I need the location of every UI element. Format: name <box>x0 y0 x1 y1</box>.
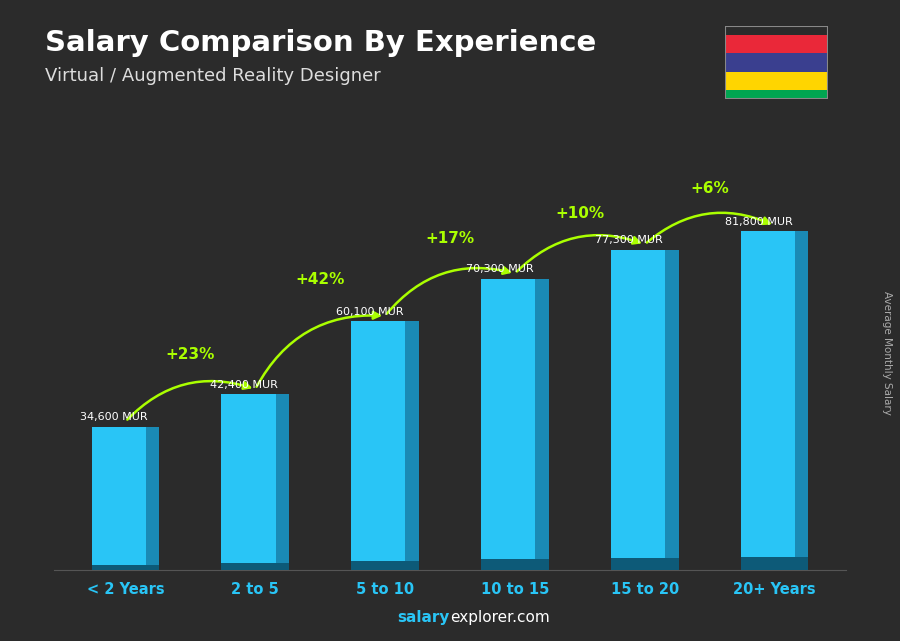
Text: Average Monthly Salary: Average Monthly Salary <box>881 290 892 415</box>
Bar <box>724 90 828 108</box>
Text: 81,800 MUR: 81,800 MUR <box>725 217 793 226</box>
Bar <box>92 427 159 570</box>
Bar <box>351 560 418 570</box>
Bar <box>275 394 289 570</box>
Bar <box>221 563 289 570</box>
Text: salary: salary <box>398 610 450 625</box>
Bar <box>611 249 679 570</box>
Text: +42%: +42% <box>295 272 345 287</box>
Text: 42,400 MUR: 42,400 MUR <box>210 380 278 390</box>
Bar <box>611 558 679 570</box>
Bar <box>795 231 808 570</box>
Text: 77,300 MUR: 77,300 MUR <box>596 235 663 246</box>
Bar <box>482 279 549 570</box>
Text: 34,600 MUR: 34,600 MUR <box>80 413 148 422</box>
Bar <box>724 35 828 53</box>
Bar <box>405 321 418 570</box>
Text: Virtual / Augmented Reality Designer: Virtual / Augmented Reality Designer <box>45 67 381 85</box>
Text: explorer.com: explorer.com <box>450 610 550 625</box>
Bar <box>92 565 159 570</box>
Bar <box>221 394 289 570</box>
Bar <box>146 427 159 570</box>
Text: 60,100 MUR: 60,100 MUR <box>336 306 403 317</box>
Bar <box>536 279 549 570</box>
Text: +10%: +10% <box>555 206 605 221</box>
Bar <box>665 249 679 570</box>
Text: +6%: +6% <box>690 181 729 196</box>
Text: 70,300 MUR: 70,300 MUR <box>465 264 533 274</box>
Text: +23%: +23% <box>166 347 215 362</box>
Text: +17%: +17% <box>426 231 474 246</box>
Bar <box>724 53 828 72</box>
Bar <box>741 557 808 570</box>
Text: Salary Comparison By Experience: Salary Comparison By Experience <box>45 29 596 57</box>
Bar <box>724 72 828 90</box>
Bar <box>482 559 549 570</box>
Bar <box>741 231 808 570</box>
Bar <box>351 321 418 570</box>
